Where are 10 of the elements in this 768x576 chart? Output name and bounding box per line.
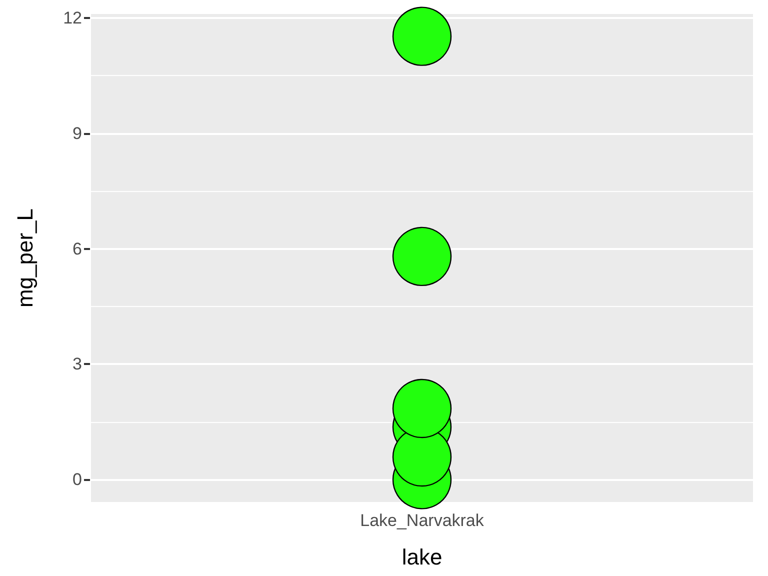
point bbox=[392, 6, 452, 66]
y-tick-label: 6 bbox=[72, 239, 82, 258]
x-axis-title: lake bbox=[402, 544, 442, 570]
y-tick-label: 3 bbox=[72, 354, 82, 374]
point bbox=[392, 226, 452, 286]
y-tick-label: 12 bbox=[63, 8, 82, 28]
y-tick-label: 0 bbox=[72, 470, 82, 490]
y-axis-title: mg_per_L bbox=[12, 208, 38, 308]
y-tick-label: 9 bbox=[72, 124, 82, 143]
x-tick-label: Lake_Narvakrak bbox=[360, 511, 484, 530]
